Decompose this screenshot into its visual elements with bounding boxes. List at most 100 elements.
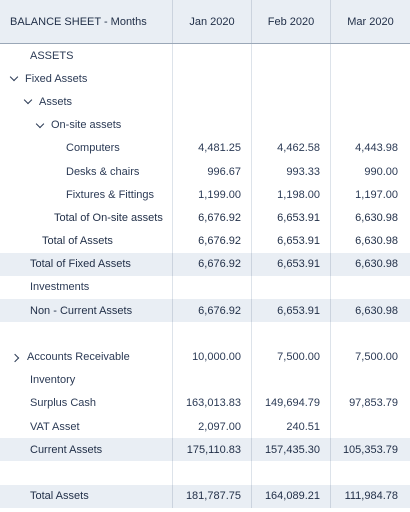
cell-jan[interactable] [172, 67, 251, 91]
row-inventory: Inventory [0, 368, 410, 392]
cell-jan[interactable]: 175,110.83 [172, 438, 251, 462]
row-assets-heading: ASSETS [0, 44, 410, 68]
cell-mar[interactable] [330, 67, 410, 91]
row-label: Total of On-site assets [54, 211, 163, 224]
cell-feb [251, 461, 330, 485]
cell-mar[interactable] [330, 275, 410, 300]
row-total-onsite-assets: Total of On-site assets 6,676.92 6,653.9… [0, 206, 410, 230]
row-label: Total of Fixed Assets [30, 258, 131, 271]
row-vat-asset: VAT Asset 2,097.00 240.51 [0, 415, 410, 439]
row-label: Current Assets [30, 443, 103, 456]
cell-feb[interactable]: 4,462.58 [251, 136, 330, 160]
row-desks-chairs: Desks & chairs 996.67 993.33 990.00 [0, 159, 410, 184]
cell-jan[interactable] [172, 368, 251, 392]
cell-feb[interactable] [251, 90, 330, 114]
cell-feb[interactable]: 6,653.91 [251, 252, 330, 276]
row-label: On-site assets [51, 119, 122, 132]
column-header-mar[interactable]: Mar 2020 [330, 0, 410, 43]
row-label: Computers [66, 142, 120, 155]
row-label: ASSETS [30, 49, 74, 62]
row-label: Fixed Assets [25, 72, 88, 85]
cell-feb[interactable] [251, 67, 330, 91]
row-label: Desks & chairs [66, 165, 140, 178]
chevron-right-icon[interactable] [12, 353, 21, 362]
row-label: Investments [30, 281, 90, 294]
row-computers: Computers 4,481.25 4,462.58 4,443.98 [0, 136, 410, 160]
cell-jan[interactable]: 2,097.00 [172, 415, 251, 439]
cell-mar[interactable]: 97,853.79 [330, 391, 410, 415]
row-label: Total Assets [30, 490, 89, 503]
cell-feb[interactable]: 993.33 [251, 159, 330, 184]
cell-jan[interactable] [172, 275, 251, 300]
cell-mar[interactable] [330, 44, 410, 68]
cell-feb[interactable] [251, 368, 330, 392]
header-row: BALANCE SHEET - Months Jan 2020 Feb 2020… [0, 0, 410, 44]
cell-feb[interactable]: 164,089.21 [251, 484, 330, 508]
cell-jan[interactable]: 996.67 [172, 159, 251, 184]
row-investments: Investments [0, 275, 410, 300]
cell-jan[interactable] [172, 113, 251, 137]
row-onsite-assets: On-site assets [0, 113, 410, 137]
cell-jan[interactable] [172, 90, 251, 114]
spacer-row [0, 322, 410, 346]
cell-mar[interactable] [330, 90, 410, 114]
spacer-row [0, 461, 410, 485]
cell-mar[interactable]: 1,197.00 [330, 183, 410, 207]
row-label: Inventory [30, 374, 76, 387]
cell-mar[interactable] [330, 415, 410, 439]
cell-feb[interactable] [251, 113, 330, 137]
cell-mar[interactable]: 6,630.98 [330, 252, 410, 276]
cell-feb[interactable]: 6,653.91 [251, 206, 330, 230]
cell-jan[interactable]: 6,676.92 [172, 299, 251, 323]
cell-mar[interactable]: 6,630.98 [330, 206, 410, 230]
cell-mar[interactable] [330, 368, 410, 392]
row-total-assets-sub: Total of Assets 6,676.92 6,653.91 6,630.… [0, 229, 410, 253]
cell-feb[interactable]: 6,653.91 [251, 299, 330, 323]
row-label: Assets [39, 95, 73, 108]
cell-jan[interactable]: 4,481.25 [172, 136, 251, 160]
cell-feb[interactable]: 1,198.00 [251, 183, 330, 207]
chevron-down-icon[interactable] [24, 97, 33, 106]
row-label: Fixtures & Fittings [66, 188, 155, 201]
cell-jan[interactable]: 1,199.00 [172, 183, 251, 207]
chevron-down-icon[interactable] [36, 121, 45, 130]
cell-jan[interactable]: 6,676.92 [172, 229, 251, 253]
cell-feb[interactable]: 7,500.00 [251, 345, 330, 369]
cell-mar[interactable]: 7,500.00 [330, 345, 410, 369]
cell-mar[interactable]: 6,630.98 [330, 299, 410, 323]
cell-mar[interactable]: 6,630.98 [330, 229, 410, 253]
row-accounts-receivable: Accounts Receivable 10,000.00 7,500.00 7… [0, 345, 410, 369]
cell-jan[interactable]: 10,000.00 [172, 345, 251, 369]
row-total-fixed-assets: Total of Fixed Assets 6,676.92 6,653.91 … [0, 252, 410, 276]
row-fixtures-fittings: Fixtures & Fittings 1,199.00 1,198.00 1,… [0, 183, 410, 207]
cell-feb[interactable] [251, 275, 330, 300]
cell-jan[interactable]: 6,676.92 [172, 252, 251, 276]
cell-feb[interactable]: 6,653.91 [251, 229, 330, 253]
chevron-down-icon[interactable] [10, 74, 19, 83]
row-label: Total of Assets [42, 235, 113, 248]
cell-mar[interactable]: 111,984.78 [330, 484, 410, 508]
cell-jan[interactable]: 163,013.83 [172, 391, 251, 415]
cell-jan[interactable]: 181,787.75 [172, 484, 251, 508]
cell-feb[interactable]: 149,694.79 [251, 391, 330, 415]
cell-mar [330, 322, 410, 346]
cell-feb[interactable]: 240.51 [251, 415, 330, 439]
row-surplus-cash: Surplus Cash 163,013.83 149,694.79 97,85… [0, 391, 410, 415]
cell-mar[interactable]: 105,353.79 [330, 438, 410, 462]
cell-jan[interactable]: 6,676.92 [172, 206, 251, 230]
cell-feb[interactable]: 157,435.30 [251, 438, 330, 462]
cell-mar[interactable] [330, 113, 410, 137]
row-label: Surplus Cash [30, 397, 97, 410]
row-label: VAT Asset [30, 420, 80, 433]
cell-feb[interactable] [251, 44, 330, 68]
column-header-feb[interactable]: Feb 2020 [251, 0, 330, 43]
cell-mar[interactable]: 990.00 [330, 159, 410, 184]
cell-mar [330, 461, 410, 485]
cell-jan[interactable] [172, 44, 251, 68]
cell-feb [251, 322, 330, 346]
row-assets: Assets [0, 90, 410, 114]
column-header-jan[interactable]: Jan 2020 [172, 0, 251, 43]
cell-mar[interactable]: 4,443.98 [330, 136, 410, 160]
row-non-current-assets: Non - Current Assets 6,676.92 6,653.91 6… [0, 299, 410, 323]
